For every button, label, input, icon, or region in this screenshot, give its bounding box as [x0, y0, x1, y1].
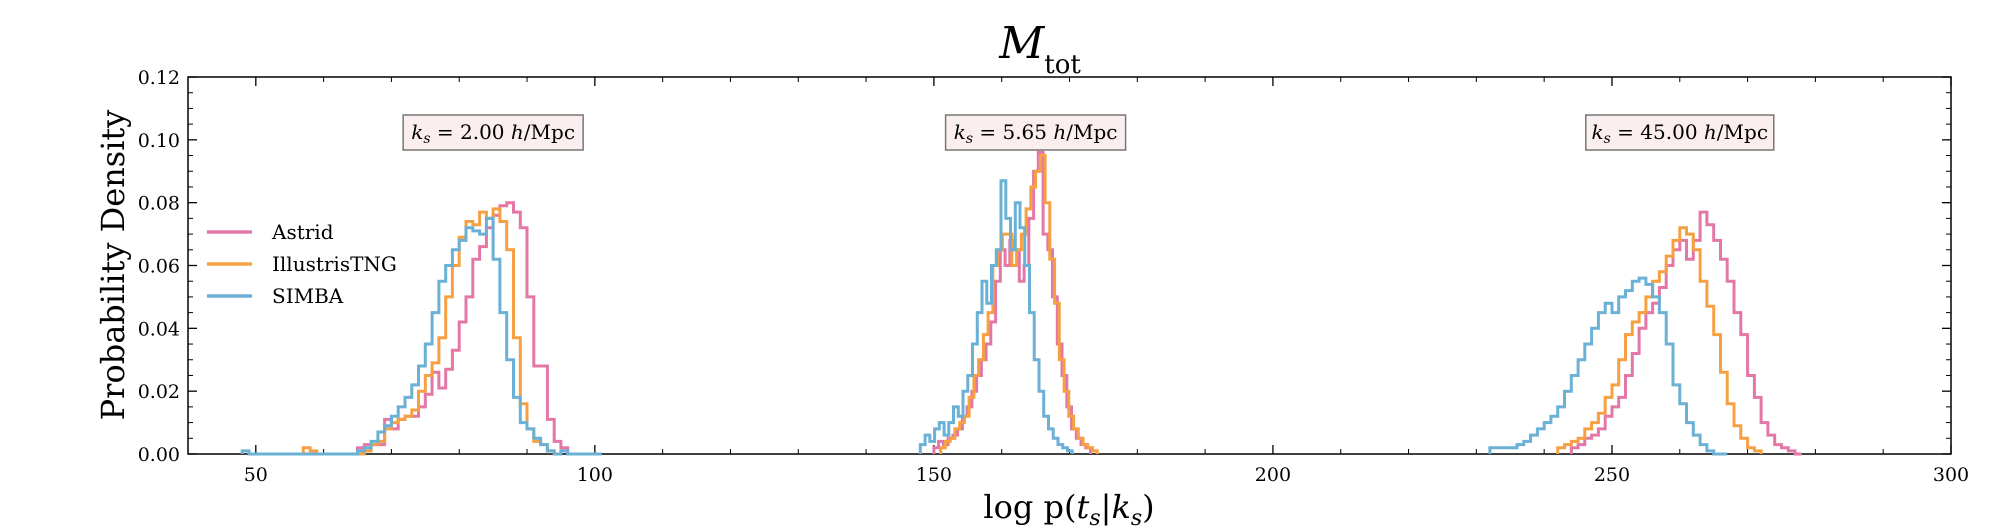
histogram-astrid — [356, 201, 570, 454]
legend-label: Astrid — [271, 220, 334, 244]
x-axis-label: log p(ts|ks) — [983, 488, 1154, 531]
legend: Astrid IllustrisTNG SIMBA — [207, 220, 397, 308]
annotation-label: ks = 5.65 h/Mpc — [954, 120, 1118, 147]
y-tick-label: 0.10 — [138, 130, 180, 152]
x-tick-label: 150 — [916, 464, 952, 486]
y-tick-label: 0.06 — [138, 256, 180, 278]
histogram-simba — [918, 179, 1074, 454]
x-tick-label: 100 — [577, 464, 613, 486]
y-tick-label: 0.12 — [138, 67, 180, 89]
x-tick-label: 250 — [1594, 464, 1630, 486]
x-tick-label: 300 — [1933, 464, 1969, 486]
chart-title: Mtot — [998, 18, 1081, 80]
y-axis-label: Probability Density — [94, 110, 132, 421]
y-tick-label: 0.08 — [138, 193, 180, 215]
x-tick-label: 50 — [244, 464, 268, 486]
histogram-illustristng — [1556, 226, 1763, 454]
legend-label: IllustrisTNG — [272, 252, 397, 276]
histogram-astrid — [1569, 210, 1802, 456]
legend-label: SIMBA — [272, 284, 344, 308]
histogram-simba — [240, 216, 602, 456]
histogram-simba — [1488, 276, 1728, 456]
annotation-box — [1585, 114, 1775, 151]
annotation-box — [944, 114, 1127, 151]
annotation-box — [402, 114, 584, 151]
y-tick-label: 0.00 — [138, 444, 180, 466]
x-tick-label: 200 — [1255, 464, 1291, 486]
y-tick-label: 0.04 — [138, 318, 180, 340]
annotation-label: ks = 45.00 h/Mpc — [1592, 120, 1769, 147]
annotation-label: ks = 2.00 h/Mpc — [411, 120, 575, 147]
histogram-illustristng — [301, 207, 556, 456]
annotations: ks = 2.00 h/Mpc ks = 5.65 h/Mpc ks = 45.00… — [402, 114, 1775, 151]
y-tick-label: 0.02 — [138, 381, 180, 403]
